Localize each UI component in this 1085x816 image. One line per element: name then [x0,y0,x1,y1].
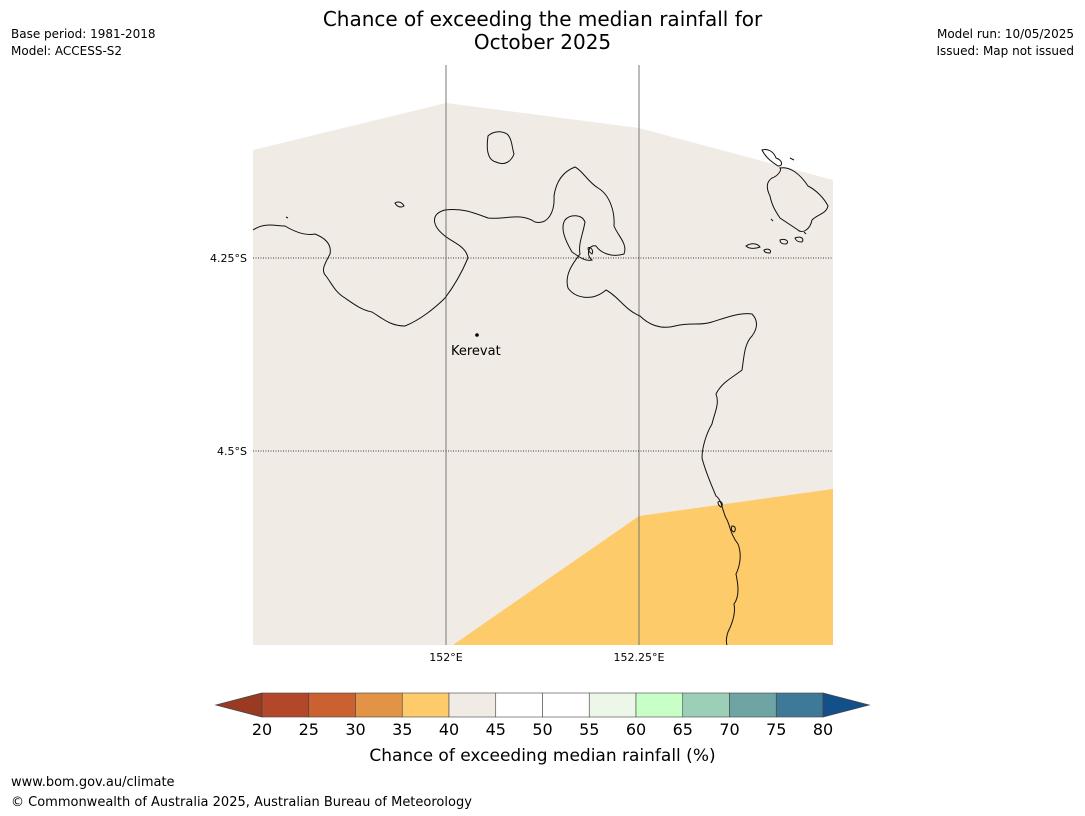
colorbar-cell [495,692,543,718]
colorbar-tick-label: 40 [438,720,460,739]
colorbar-cell [401,692,450,718]
colorbar-tick-label: 60 [625,720,647,739]
colorbar [214,692,871,718]
footer-copyright: © Commonwealth of Australia 2025, Austra… [11,795,472,810]
meta-right: Model run: 10/05/2025 Issued: Map not is… [936,26,1074,60]
lon-label-152-25: 152.25°E [614,651,665,664]
colorbar-cell [729,692,777,718]
colorbar-tick-label: 75 [766,720,787,739]
kerevat-label: Kerevat [451,344,501,359]
issued-status: Issued: Map not issued [936,44,1074,58]
colorbar-cell [588,692,637,718]
colorbar-tick-label: 35 [392,720,413,739]
lat-label-4-5: 4.5°S [217,445,247,458]
colorbar-tick-label: 55 [579,720,600,739]
colorbar-tick-label: 80 [812,720,834,739]
colorbar-cell [542,692,590,718]
base-period: Base period: 1981-2018 [11,27,156,41]
colorbar-extend-low [214,692,263,718]
title-line-2: October 2025 [473,30,612,54]
colorbar-cell [261,692,310,718]
map-title: Chance of exceeding the median rainfall … [0,8,1085,54]
colorbar-cell [682,692,730,718]
footer-url: www.bom.gov.au/climate [11,775,175,790]
title-line-1: Chance of exceeding the median rainfall … [322,7,763,31]
colorbar-tick-label: 45 [485,720,506,739]
colorbar-cell [775,692,824,718]
colorbar-tick-label: 20 [251,720,273,739]
colorbar-ticks: 20 25 30 35 40 45 50 55 60 65 70 75 80 [0,720,1085,742]
colorbar-tick-label: 50 [532,720,553,739]
colorbar-tick-label: 25 [298,720,319,739]
lat-label-4-25: 4.25°S [210,252,247,265]
colorbar-tick-label: 65 [672,720,693,739]
colorbar-cell [635,692,684,718]
colorbar-cell [308,692,356,718]
colorbar-tick-label: 30 [345,720,366,739]
colorbar-tick-label: 70 [719,720,740,739]
colorbar-cell [355,692,403,718]
model-run: Model run: 10/05/2025 [936,27,1074,41]
map-canvas: Kerevat 4.25°S 4.5°S 152°E 152.25°E [210,65,833,664]
colorbar-cell [448,692,497,718]
model-name: Model: ACCESS-S2 [11,44,123,58]
coastline [252,131,829,646]
colorbar-label: Chance of exceeding median rainfall (%) [369,746,716,766]
meta-left: Base period: 1981-2018 Model: ACCESS-S2 [11,26,156,60]
rainfall-band-35-40 [453,489,833,645]
kerevat-marker [475,333,479,337]
lon-label-152: 152°E [429,651,462,664]
colorbar-extend-high [822,692,871,718]
